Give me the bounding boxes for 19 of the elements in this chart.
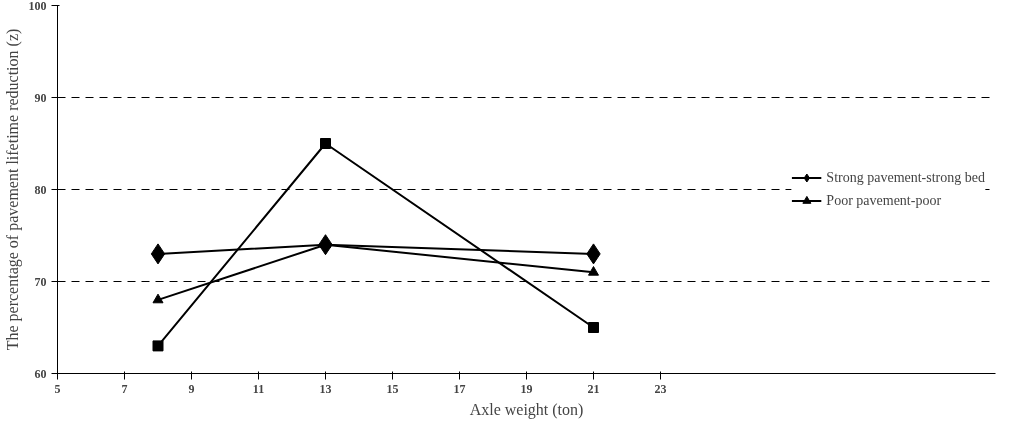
y-tick-label: 100 [28, 0, 47, 13]
y-tick-label: 60 [34, 366, 47, 381]
x-tick-label: 13 [319, 381, 332, 396]
y-tick-label: 80 [34, 182, 47, 197]
x-tick-label: 9 [188, 381, 195, 396]
x-tick-label: 5 [54, 381, 61, 396]
x-tick-label: 11 [252, 381, 265, 396]
y-axis-title: The percentage of pavement lifetime reduction (z) [3, 28, 22, 351]
legend-label: Strong pavement-strong bed [826, 169, 985, 186]
x-tick-label: 15 [386, 381, 399, 396]
x-tick-label: 7 [121, 381, 128, 396]
x-tick-label: 23 [654, 381, 667, 396]
x-tick-label: 17 [453, 381, 466, 396]
x-tick-label: 19 [520, 381, 533, 396]
y-tick-label: 90 [34, 90, 47, 105]
x-tick-label: 21 [587, 381, 600, 396]
x-axis-title: Axle weight (ton) [469, 400, 584, 419]
y-tick-label: 70 [34, 274, 47, 289]
legend-label: Poor pavement-poor [826, 192, 942, 209]
